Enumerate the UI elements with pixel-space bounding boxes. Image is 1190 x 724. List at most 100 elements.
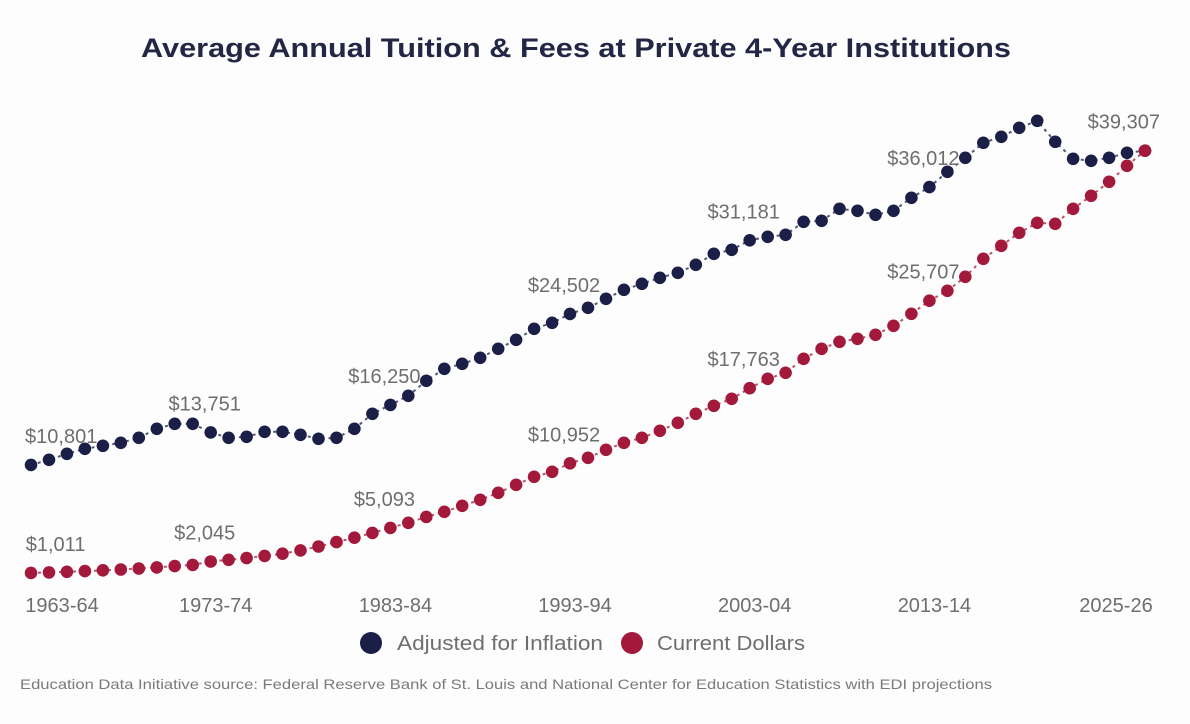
data-point-adjusted-for-inflation[interactable]	[1048, 135, 1062, 149]
data-point-current-dollars[interactable]	[294, 544, 307, 557]
data-point-current-dollars[interactable]	[114, 563, 128, 576]
data-point-adjusted-for-inflation[interactable]	[851, 204, 864, 218]
data-point-adjusted-for-inflation[interactable]	[384, 398, 397, 412]
data-point-adjusted-for-inflation[interactable]	[1030, 114, 1044, 128]
data-point-adjusted-for-inflation[interactable]	[1066, 152, 1080, 166]
data-point-adjusted-for-inflation[interactable]	[941, 165, 954, 179]
data-point-current-dollars[interactable]	[258, 549, 271, 563]
data-point-adjusted-for-inflation[interactable]	[312, 432, 325, 446]
data-point-adjusted-for-inflation[interactable]	[491, 342, 505, 356]
data-point-current-dollars[interactable]	[527, 470, 541, 484]
data-point-adjusted-for-inflation[interactable]	[132, 431, 146, 445]
data-point-adjusted-for-inflation[interactable]	[617, 283, 631, 297]
data-point-adjusted-for-inflation[interactable]	[168, 417, 181, 431]
data-point-adjusted-for-inflation[interactable]	[887, 204, 900, 218]
data-point-current-dollars[interactable]	[1084, 189, 1098, 203]
data-point-current-dollars[interactable]	[509, 478, 523, 492]
data-point-current-dollars[interactable]	[42, 566, 56, 579]
data-point-adjusted-for-inflation[interactable]	[1084, 154, 1098, 168]
data-point-adjusted-for-inflation[interactable]	[959, 151, 972, 165]
data-point-adjusted-for-inflation[interactable]	[869, 208, 882, 222]
data-point-current-dollars[interactable]	[132, 562, 146, 575]
data-point-current-dollars[interactable]	[60, 565, 74, 579]
data-point-current-dollars[interactable]	[707, 399, 721, 413]
data-point-current-dollars[interactable]	[599, 443, 613, 457]
data-point-current-dollars[interactable]	[24, 566, 38, 580]
data-point-current-dollars[interactable]	[671, 416, 685, 430]
data-point-current-dollars[interactable]	[941, 284, 954, 298]
data-point-current-dollars[interactable]	[186, 558, 199, 572]
data-point-current-dollars[interactable]	[240, 551, 253, 565]
data-point-current-dollars[interactable]	[420, 510, 433, 524]
data-point-current-dollars[interactable]	[455, 499, 469, 513]
data-point-adjusted-for-inflation[interactable]	[258, 425, 271, 439]
data-point-adjusted-for-inflation[interactable]	[150, 422, 164, 436]
data-point-adjusted-for-inflation[interactable]	[402, 389, 415, 403]
data-point-adjusted-for-inflation[interactable]	[1102, 151, 1116, 165]
data-point-current-dollars[interactable]	[743, 381, 756, 395]
data-point-current-dollars[interactable]	[1120, 159, 1134, 173]
data-point-current-dollars[interactable]	[150, 561, 164, 574]
data-point-current-dollars[interactable]	[204, 555, 217, 568]
data-point-adjusted-for-inflation[interactable]	[995, 130, 1008, 144]
data-point-current-dollars[interactable]	[1102, 175, 1116, 189]
data-point-current-dollars[interactable]	[905, 307, 918, 321]
data-point-current-dollars[interactable]	[869, 328, 882, 342]
data-point-adjusted-for-inflation[interactable]	[186, 417, 199, 431]
data-point-adjusted-for-inflation[interactable]	[581, 301, 595, 315]
data-point-current-dollars[interactable]	[887, 319, 900, 333]
data-point-current-dollars[interactable]	[438, 505, 451, 519]
data-point-current-dollars[interactable]	[1030, 216, 1044, 230]
data-point-current-dollars[interactable]	[779, 366, 792, 380]
data-point-adjusted-for-inflation[interactable]	[527, 322, 541, 336]
data-point-adjusted-for-inflation[interactable]	[42, 453, 56, 467]
data-point-current-dollars[interactable]	[366, 526, 379, 540]
data-point-adjusted-for-inflation[interactable]	[455, 357, 469, 371]
data-point-current-dollars[interactable]	[1048, 217, 1062, 231]
data-point-current-dollars[interactable]	[833, 335, 846, 349]
data-point-adjusted-for-inflation[interactable]	[743, 234, 756, 247]
data-point-adjusted-for-inflation[interactable]	[689, 258, 703, 272]
data-point-current-dollars[interactable]	[222, 553, 235, 567]
data-point-current-dollars[interactable]	[330, 535, 343, 549]
data-point-current-dollars[interactable]	[923, 294, 936, 308]
data-point-adjusted-for-inflation[interactable]	[1120, 146, 1134, 160]
data-point-adjusted-for-inflation[interactable]	[276, 425, 289, 439]
data-point-current-dollars[interactable]	[1012, 226, 1026, 240]
data-point-adjusted-for-inflation[interactable]	[60, 447, 74, 461]
data-point-current-dollars[interactable]	[78, 564, 92, 578]
data-point-adjusted-for-inflation[interactable]	[671, 266, 685, 280]
data-point-current-dollars[interactable]	[563, 457, 577, 470]
data-point-current-dollars[interactable]	[168, 559, 181, 573]
data-point-adjusted-for-inflation[interactable]	[222, 431, 235, 445]
data-point-current-dollars[interactable]	[312, 540, 325, 553]
data-point-current-dollars[interactable]	[473, 493, 487, 507]
data-point-adjusted-for-inflation[interactable]	[348, 422, 361, 436]
data-point-adjusted-for-inflation[interactable]	[509, 333, 523, 347]
data-point-current-dollars[interactable]	[851, 332, 864, 346]
data-point-current-dollars[interactable]	[1138, 144, 1152, 157]
data-point-adjusted-for-inflation[interactable]	[420, 374, 433, 388]
data-point-adjusted-for-inflation[interactable]	[330, 431, 343, 445]
data-point-current-dollars[interactable]	[635, 431, 649, 445]
data-point-current-dollars[interactable]	[1066, 202, 1080, 216]
data-point-current-dollars[interactable]	[689, 407, 703, 421]
data-point-adjusted-for-inflation[interactable]	[78, 442, 92, 456]
data-point-current-dollars[interactable]	[725, 392, 738, 406]
data-point-current-dollars[interactable]	[761, 372, 774, 386]
data-point-adjusted-for-inflation[interactable]	[761, 230, 774, 244]
data-point-adjusted-for-inflation[interactable]	[725, 243, 738, 257]
data-point-adjusted-for-inflation[interactable]	[833, 202, 846, 216]
data-point-current-dollars[interactable]	[653, 424, 667, 438]
data-point-adjusted-for-inflation[interactable]	[563, 307, 577, 321]
data-point-adjusted-for-inflation[interactable]	[923, 180, 936, 194]
data-point-current-dollars[interactable]	[959, 270, 972, 284]
data-point-adjusted-for-inflation[interactable]	[294, 428, 307, 442]
data-point-adjusted-for-inflation[interactable]	[779, 228, 792, 242]
data-point-adjusted-for-inflation[interactable]	[114, 436, 128, 450]
legend-item-current[interactable]: Current Dollars	[621, 632, 805, 655]
data-point-current-dollars[interactable]	[581, 451, 595, 465]
data-point-adjusted-for-inflation[interactable]	[24, 458, 38, 472]
data-point-adjusted-for-inflation[interactable]	[977, 136, 990, 150]
data-point-adjusted-for-inflation[interactable]	[815, 214, 828, 228]
